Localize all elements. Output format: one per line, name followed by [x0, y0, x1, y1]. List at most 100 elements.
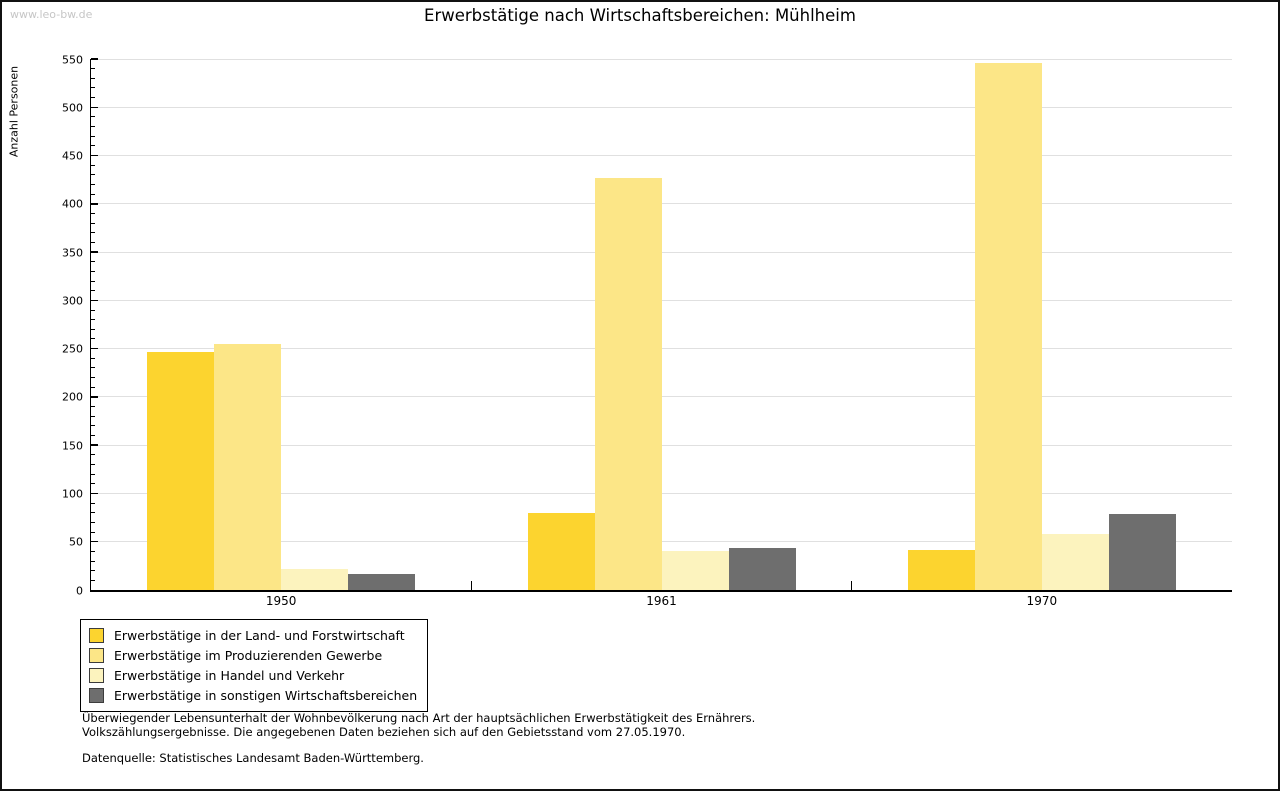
y-minor-tick: [91, 415, 95, 417]
gridline: [91, 348, 1232, 350]
bar: [1108, 513, 1176, 590]
y-minor-tick: [91, 502, 95, 504]
y-minor-tick: [91, 184, 95, 186]
legend-item: Erwerbstätige in Handel und Verkehr: [89, 665, 417, 685]
y-major-tick: [91, 58, 98, 60]
y-minor-tick: [91, 406, 95, 408]
bar: [281, 568, 349, 590]
legend-items: Erwerbstätige in der Land- und Forstwirt…: [89, 625, 417, 705]
gridline: [91, 203, 1232, 205]
y-minor-tick: [91, 570, 95, 572]
y-minor-tick: [91, 87, 95, 89]
y-tick-label: 100: [62, 487, 83, 501]
y-major-tick: [91, 251, 98, 253]
y-minor-tick: [91, 483, 95, 485]
y-major-tick: [91, 106, 98, 109]
footnotes: Überwiegender Lebensunterhalt der Wohnbe…: [82, 711, 755, 765]
y-minor-tick: [91, 135, 95, 137]
legend-swatch: [89, 667, 104, 683]
y-major-tick: [91, 492, 98, 495]
y-minor-tick: [91, 454, 95, 456]
y-minor-tick: [91, 222, 95, 224]
y-minor-tick: [91, 377, 95, 379]
gridline: [91, 106, 1232, 108]
y-tick-label: 450: [62, 149, 83, 163]
x-axis-label: 1961: [646, 594, 677, 608]
chart-title: Erwerbstätige nach Wirtschaftsbereichen:…: [424, 6, 856, 25]
y-minor-tick: [91, 261, 95, 263]
bar: [214, 343, 282, 590]
y-tick-label: 50: [69, 535, 83, 549]
gridline: [91, 541, 1232, 543]
y-minor-tick: [91, 512, 95, 514]
y-minor-tick: [91, 579, 95, 581]
y-minor-tick: [91, 212, 95, 214]
y-major-tick: [91, 203, 98, 205]
y-minor-tick: [91, 531, 95, 533]
y-minor-tick: [91, 328, 95, 330]
y-minor-tick: [91, 116, 95, 118]
y-major-tick: [91, 396, 98, 398]
group-separator-tick: [470, 581, 473, 590]
y-minor-tick: [91, 435, 95, 437]
y-minor-tick: [91, 174, 95, 176]
y-minor-tick: [91, 232, 95, 234]
y-minor-tick: [91, 164, 95, 166]
gridline: [91, 299, 1232, 301]
y-minor-tick: [91, 521, 95, 523]
bar: [728, 547, 796, 590]
y-major-tick: [91, 540, 98, 543]
legend-label: Erwerbstätige in der Land- und Forstwirt…: [114, 627, 405, 643]
x-axis-label: 1950: [265, 594, 297, 608]
legend-item: Erwerbstätige in sonstigen Wirtschaftsbe…: [89, 685, 417, 705]
y-tick-label: 200: [62, 390, 83, 404]
y-minor-tick: [91, 338, 95, 340]
bar: [974, 62, 1042, 590]
y-minor-tick: [91, 464, 95, 465]
y-minor-tick: [91, 193, 95, 195]
legend-label: Erwerbstätige in sonstigen Wirtschaftsbe…: [114, 687, 418, 703]
legend-label: Erwerbstätige in Handel und Verkehr: [114, 667, 345, 683]
legend-box: Erwerbstätige in der Land- und Forstwirt…: [80, 619, 429, 712]
plot-area: 0 50 100 150 200 250 300 350 400 450 500 550 1950 19…: [62, 53, 1232, 608]
footnote-source: Datenquelle: Statistisches Landesamt Bad…: [82, 751, 424, 765]
y-tick-label: 400: [62, 197, 83, 211]
legend-label: Erwerbstätige im Produzierenden Gewerbe: [114, 647, 383, 663]
bar: [527, 512, 595, 590]
y-minor-tick: [91, 309, 95, 311]
legend-item: Erwerbstätige in der Land- und Forstwirt…: [89, 625, 417, 645]
y-minor-tick: [91, 97, 95, 99]
footnote-line-1: Überwiegender Lebensunterhalt der Wohnbe…: [82, 711, 756, 725]
bar: [348, 573, 416, 590]
group-separator-tick: [850, 581, 853, 590]
y-axis-title: Anzahl Personen: [7, 65, 21, 158]
y-minor-tick: [91, 280, 95, 282]
y-minor-tick: [91, 68, 95, 70]
bar: [594, 177, 662, 590]
gridline: [91, 396, 1232, 398]
y-minor-tick: [91, 357, 95, 359]
y-tick-label: 500: [62, 101, 83, 115]
gridline: [91, 444, 1232, 446]
y-minor-tick: [91, 386, 95, 388]
legend-swatch: [89, 687, 104, 703]
y-major-tick: [91, 347, 98, 350]
y-minor-tick: [91, 319, 95, 321]
legend-swatch: [89, 647, 104, 663]
y-minor-tick: [91, 241, 95, 243]
gridline: [91, 155, 1232, 157]
y-minor-tick: [91, 77, 95, 79]
y-minor-tick: [91, 145, 95, 147]
y-minor-tick: [91, 473, 95, 475]
y-minor-tick: [91, 367, 95, 369]
y-minor-tick: [91, 290, 95, 292]
gridline: [91, 251, 1232, 253]
bar: [1041, 534, 1109, 590]
legend-swatch: [89, 627, 104, 643]
y-minor-tick: [91, 270, 95, 272]
bar: [147, 351, 215, 590]
bar: [907, 550, 975, 590]
y-minor-tick: [91, 560, 95, 562]
bar: [661, 551, 729, 590]
